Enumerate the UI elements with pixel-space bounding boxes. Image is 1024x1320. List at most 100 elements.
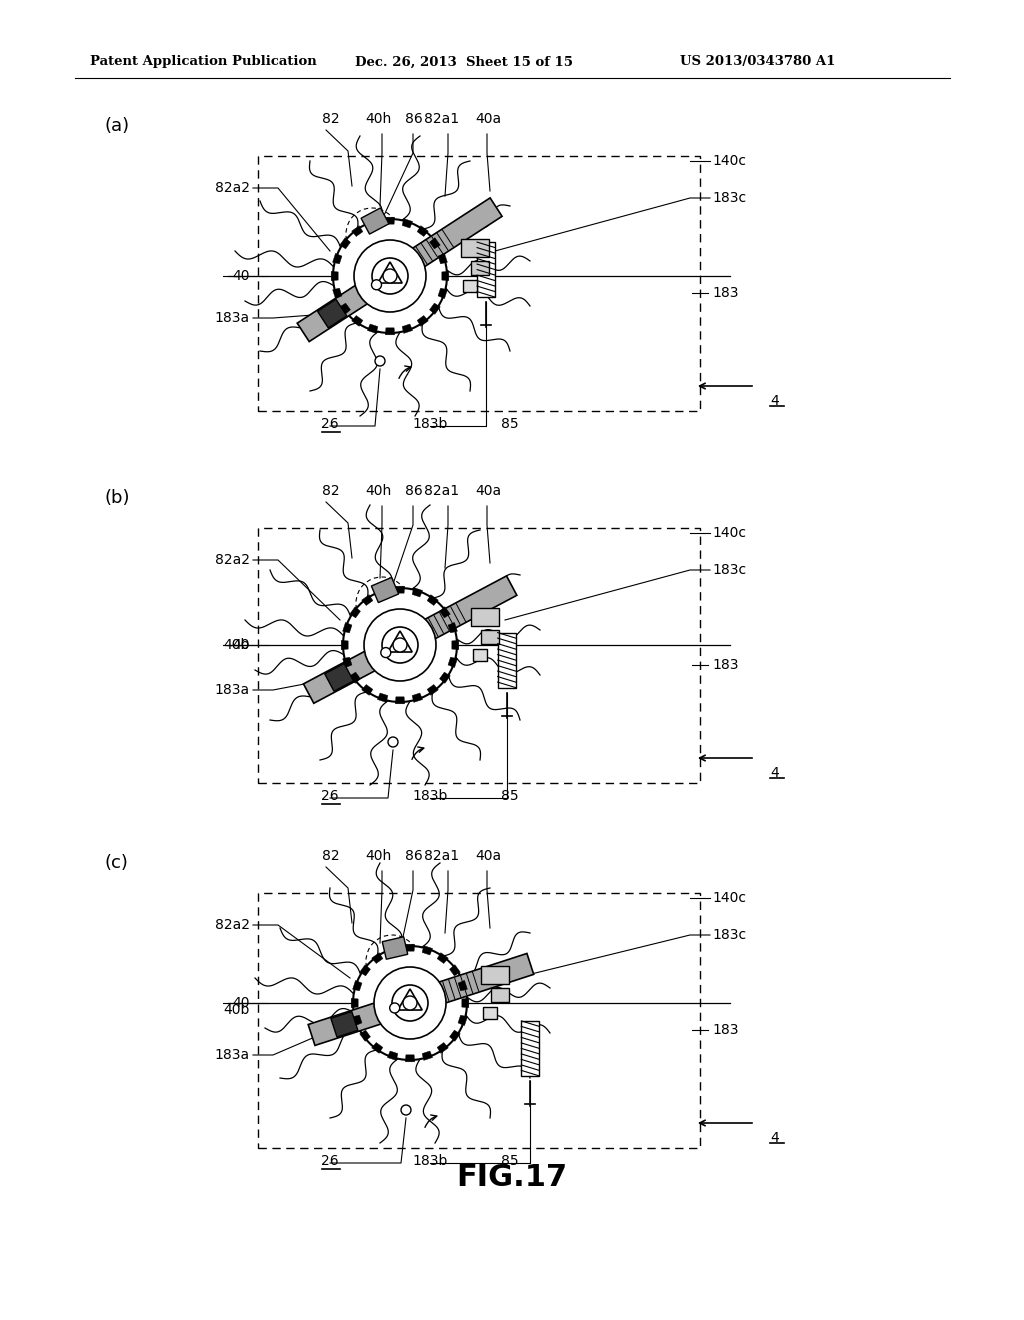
Polygon shape — [438, 253, 447, 264]
Text: 86: 86 — [406, 484, 423, 498]
Text: 86: 86 — [406, 849, 423, 863]
Polygon shape — [473, 649, 487, 661]
Text: 40: 40 — [232, 269, 250, 282]
Circle shape — [403, 997, 417, 1010]
Polygon shape — [359, 965, 371, 975]
Text: FIG.17: FIG.17 — [457, 1163, 567, 1192]
Circle shape — [364, 609, 436, 681]
Polygon shape — [458, 981, 467, 991]
Polygon shape — [471, 609, 499, 626]
Polygon shape — [308, 953, 534, 1045]
Text: 183c: 183c — [712, 191, 746, 205]
Polygon shape — [458, 1015, 467, 1026]
Text: US 2013/0343780 A1: US 2013/0343780 A1 — [680, 55, 836, 69]
Text: 183b: 183b — [413, 1154, 447, 1168]
Text: 183c: 183c — [712, 928, 746, 942]
Circle shape — [388, 737, 398, 747]
Text: (a): (a) — [105, 117, 130, 135]
Polygon shape — [343, 623, 352, 632]
Polygon shape — [429, 304, 440, 314]
Circle shape — [383, 269, 397, 282]
Polygon shape — [368, 323, 378, 334]
Text: 82a2: 82a2 — [215, 181, 250, 195]
Polygon shape — [378, 587, 388, 597]
Text: 40a: 40a — [475, 112, 501, 125]
Circle shape — [393, 638, 407, 652]
Circle shape — [375, 356, 385, 366]
Polygon shape — [341, 640, 348, 649]
Circle shape — [343, 587, 457, 702]
Polygon shape — [368, 219, 378, 228]
Bar — [498, 632, 516, 688]
Text: Dec. 26, 2013  Sheet 15 of 15: Dec. 26, 2013 Sheet 15 of 15 — [355, 55, 573, 69]
Text: 183b: 183b — [413, 417, 447, 432]
Bar — [258, 528, 700, 783]
Text: 85: 85 — [501, 417, 519, 432]
Text: 82a1: 82a1 — [424, 112, 459, 125]
Text: 140c: 140c — [712, 891, 746, 906]
Circle shape — [333, 219, 447, 333]
Text: 40a: 40a — [475, 849, 501, 863]
Circle shape — [382, 627, 418, 663]
Polygon shape — [361, 685, 373, 696]
Polygon shape — [449, 623, 458, 632]
Polygon shape — [349, 607, 360, 618]
Text: 40h: 40h — [365, 849, 391, 863]
Text: 40b: 40b — [223, 638, 250, 652]
Polygon shape — [361, 595, 373, 606]
Text: 82: 82 — [322, 849, 340, 863]
Polygon shape — [317, 300, 347, 327]
Polygon shape — [481, 966, 509, 983]
Polygon shape — [361, 207, 389, 234]
Polygon shape — [450, 1030, 461, 1041]
Polygon shape — [372, 1043, 383, 1053]
Text: 82a2: 82a2 — [215, 553, 250, 568]
Polygon shape — [427, 685, 438, 696]
Text: 40: 40 — [232, 997, 250, 1010]
Polygon shape — [395, 586, 404, 593]
Text: Patent Application Publication: Patent Application Publication — [90, 55, 316, 69]
Polygon shape — [437, 953, 449, 964]
Text: 86: 86 — [406, 112, 423, 125]
Text: 4: 4 — [770, 766, 778, 780]
Text: 183: 183 — [712, 1023, 738, 1038]
Polygon shape — [378, 261, 402, 282]
Polygon shape — [437, 1043, 449, 1053]
Polygon shape — [417, 226, 428, 236]
Circle shape — [354, 240, 426, 312]
Polygon shape — [351, 998, 358, 1007]
Polygon shape — [388, 631, 412, 652]
Polygon shape — [382, 937, 408, 960]
Polygon shape — [450, 965, 461, 975]
Circle shape — [390, 1003, 399, 1012]
Text: 183a: 183a — [215, 1048, 250, 1063]
Polygon shape — [422, 945, 432, 954]
Polygon shape — [385, 327, 394, 335]
Polygon shape — [402, 323, 413, 334]
Polygon shape — [385, 218, 394, 224]
Bar — [477, 242, 495, 297]
Polygon shape — [395, 697, 404, 704]
Polygon shape — [387, 945, 398, 954]
Polygon shape — [438, 288, 447, 298]
Text: 183a: 183a — [215, 682, 250, 697]
Text: (b): (b) — [105, 488, 130, 507]
Text: 183c: 183c — [712, 564, 746, 577]
Polygon shape — [352, 981, 361, 991]
Polygon shape — [406, 944, 415, 952]
Text: 82a1: 82a1 — [424, 849, 459, 863]
Circle shape — [381, 648, 391, 657]
Polygon shape — [387, 1051, 398, 1060]
Polygon shape — [441, 272, 449, 281]
Polygon shape — [303, 576, 517, 704]
Text: 183: 183 — [712, 286, 738, 300]
Bar — [258, 894, 700, 1148]
Polygon shape — [481, 630, 499, 644]
Bar — [258, 156, 700, 411]
Polygon shape — [439, 672, 451, 684]
Polygon shape — [331, 272, 338, 281]
Polygon shape — [463, 280, 477, 292]
Polygon shape — [471, 261, 489, 275]
Text: 40a: 40a — [475, 484, 501, 498]
Text: 140c: 140c — [712, 525, 746, 540]
